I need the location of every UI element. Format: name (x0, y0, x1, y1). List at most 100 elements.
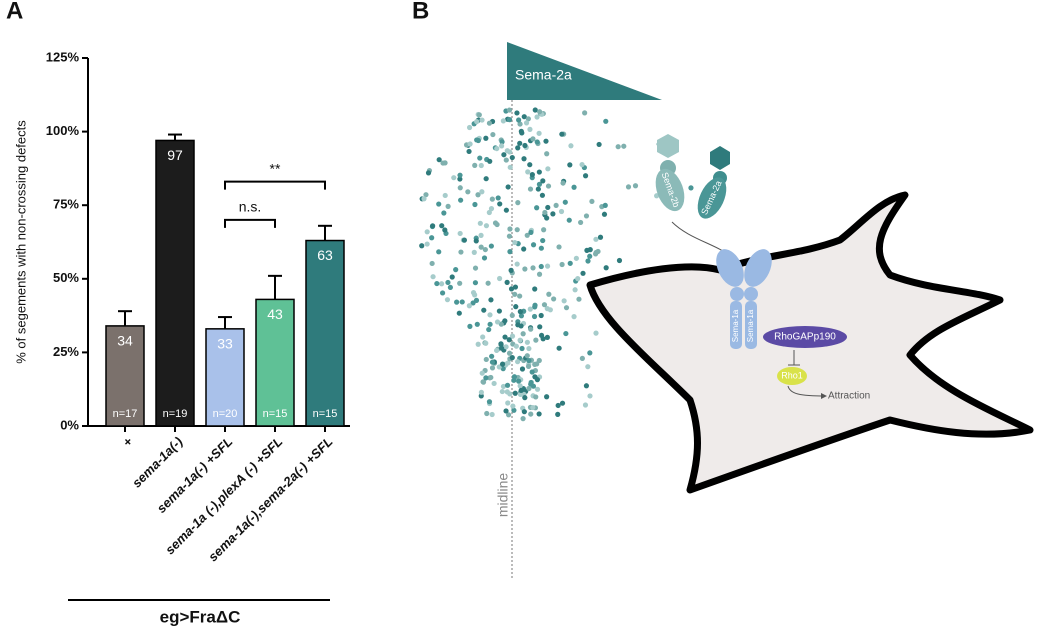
dot (472, 201, 478, 208)
dot (507, 226, 513, 232)
dot (528, 411, 534, 417)
dot (579, 161, 585, 168)
dot (494, 221, 500, 228)
dot (419, 243, 425, 249)
dot (510, 403, 516, 409)
dot (458, 197, 464, 203)
y-tick-label: 75% (53, 197, 79, 212)
dot (459, 299, 465, 305)
dot (560, 180, 566, 186)
dot (559, 131, 565, 137)
dot (576, 296, 582, 302)
dot (531, 313, 538, 320)
dot (537, 324, 543, 330)
bracket (224, 180, 326, 190)
dot (442, 192, 448, 199)
dot (489, 411, 495, 418)
dot (442, 227, 448, 233)
dot (500, 366, 506, 372)
dot (436, 157, 442, 163)
dot (477, 220, 483, 226)
dot (580, 270, 586, 276)
n-label: n=19 (163, 408, 188, 420)
dot (509, 355, 515, 361)
dot (616, 257, 623, 264)
dot (585, 364, 591, 370)
dot (522, 142, 528, 149)
dot (556, 345, 562, 351)
dot (524, 232, 530, 238)
dot (544, 263, 551, 269)
dot (507, 164, 513, 170)
dot (521, 246, 527, 252)
dot (429, 260, 435, 267)
dot (551, 296, 557, 302)
dot (486, 120, 493, 126)
dot (555, 402, 561, 409)
dot (589, 198, 595, 205)
dot (550, 211, 556, 217)
dot (567, 162, 573, 168)
dot (544, 151, 550, 157)
dot (503, 344, 509, 350)
dot (587, 253, 593, 259)
dot (499, 139, 505, 145)
dot (501, 152, 507, 158)
dot (478, 389, 484, 395)
arrow (787, 385, 827, 399)
dot (439, 223, 445, 229)
dot (547, 307, 553, 313)
dot (558, 208, 565, 215)
y-tick-label: 25% (53, 344, 79, 359)
dot (457, 176, 463, 182)
dot (471, 249, 477, 255)
error-bar (318, 224, 332, 241)
dot (518, 387, 524, 394)
dot (457, 280, 463, 286)
dot (445, 203, 451, 209)
dot (479, 117, 485, 123)
value-label: 34 (117, 333, 133, 349)
dot (477, 155, 483, 161)
dot (556, 244, 562, 250)
dot (453, 267, 459, 273)
dot (530, 265, 536, 271)
dot (451, 175, 457, 181)
dot (528, 229, 534, 235)
dot (497, 201, 503, 207)
dot (579, 355, 585, 362)
error-bar (268, 274, 282, 300)
dot (528, 326, 534, 332)
dot (597, 234, 604, 240)
dot (439, 281, 445, 287)
dot (527, 162, 533, 168)
dot (520, 331, 526, 337)
dot (434, 280, 440, 287)
dot (593, 330, 599, 336)
dot (465, 189, 471, 195)
value-label: 63 (317, 247, 333, 263)
dot (511, 407, 517, 413)
dot (506, 233, 513, 239)
dot (525, 363, 532, 369)
dot (436, 201, 442, 207)
dot (512, 239, 518, 246)
dot (530, 136, 536, 142)
dot (494, 319, 501, 325)
dot (483, 223, 490, 229)
dot (441, 210, 447, 216)
dot (489, 196, 495, 202)
dot (526, 385, 532, 392)
dot (539, 192, 546, 198)
dot (457, 172, 463, 178)
dot (516, 117, 522, 123)
dot (424, 241, 430, 247)
dot (457, 230, 463, 237)
dot (444, 297, 451, 303)
dot (561, 298, 567, 304)
receptor-label: Sema-1a (731, 309, 740, 342)
dot (488, 243, 494, 249)
dot (517, 309, 523, 315)
dot (512, 291, 518, 297)
n-label: n=20 (213, 408, 238, 420)
